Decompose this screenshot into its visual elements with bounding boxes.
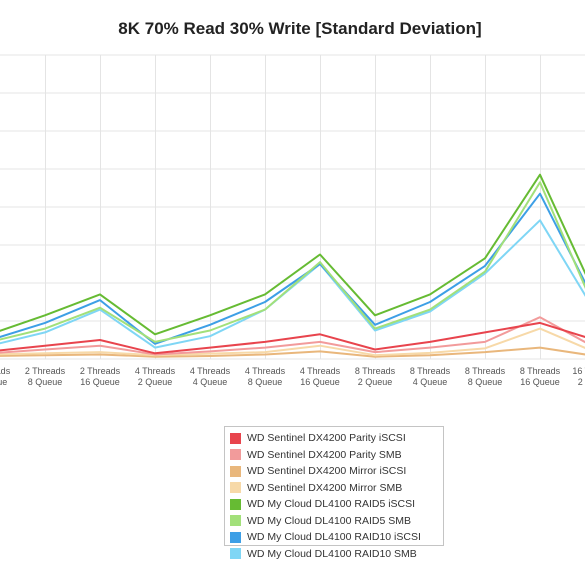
x-tick-label: 2 Threads 16 Queue	[80, 366, 121, 387]
legend-swatch	[230, 531, 241, 543]
legend-label: WD My Cloud DL4100 RAID5 SMB	[247, 514, 411, 527]
x-tick-label: 8 Threads 4 Queue	[410, 366, 451, 387]
x-tick-label: 4 Threads 2 Queue	[135, 366, 176, 387]
legend-item[interactable]: WD Sentinel DX4200 Mirror iSCSI	[230, 463, 438, 480]
legend-item[interactable]: WD Sentinel DX4200 Parity iSCSI	[230, 430, 438, 447]
series-line-wd-sentinel-dx4200-mirror-smb	[0, 327, 585, 357]
legend-label: WD Sentinel DX4200 Mirror iSCSI	[247, 465, 407, 478]
series-line-wd-sentinel-dx4200-parity-iscsi	[0, 321, 585, 355]
legend-item[interactable]: WD Sentinel DX4200 Mirror SMB	[230, 480, 438, 497]
series-line-wd-my-cloud-dl4100-raid5-smb	[0, 181, 585, 343]
legend-item[interactable]: WD My Cloud DL4100 RAID10 iSCSI	[230, 529, 438, 546]
legend-swatch	[230, 498, 241, 510]
x-tick-label: 4 Threads 4 Queue	[190, 366, 231, 387]
legend-swatch	[230, 449, 241, 461]
chart-title: 8K 70% Read 30% Write [Standard Deviatio…	[118, 19, 482, 38]
legend-label: WD My Cloud DL4100 RAID10 SMB	[247, 547, 417, 560]
x-tick-label: 8 Threads 2 Queue	[355, 366, 396, 387]
legend-label: WD Sentinel DX4200 Parity iSCSI	[247, 432, 406, 445]
x-tick-label: 4 Threads 8 Queue	[245, 366, 286, 387]
legend-item[interactable]: WD Sentinel DX4200 Parity SMB	[230, 447, 438, 464]
legend-swatch	[230, 465, 241, 477]
series-line-wd-my-cloud-dl4100-raid10-iscsi	[0, 192, 585, 345]
legend-swatch	[230, 548, 241, 560]
legend-swatch	[230, 515, 241, 527]
legend-item[interactable]: WD My Cloud DL4100 RAID5 SMB	[230, 513, 438, 530]
x-tick-label: 2 Threads 8 Queue	[25, 366, 66, 387]
x-tick-label: 8 Threads 8 Queue	[465, 366, 506, 387]
legend-label: WD My Cloud DL4100 RAID10 iSCSI	[247, 531, 421, 544]
series-lines	[0, 173, 585, 358]
legend-swatch	[230, 432, 241, 444]
legend-label: WD Sentinel DX4200 Mirror SMB	[247, 481, 403, 494]
series-line-wd-sentinel-dx4200-parity-smb	[0, 316, 585, 356]
legend-label: WD My Cloud DL4100 RAID5 iSCSI	[247, 498, 416, 511]
series-line-wd-my-cloud-dl4100-raid5-iscsi	[0, 173, 585, 336]
x-tick-label: 8 Threads 16 Queue	[520, 366, 561, 387]
series-line-wd-sentinel-dx4200-mirror-iscsi	[0, 346, 585, 358]
legend-swatch	[230, 482, 241, 494]
legend-item[interactable]: WD My Cloud DL4100 RAID5 iSCSI	[230, 496, 438, 513]
x-tick-label: 4 Threads 16 Queue	[300, 366, 341, 387]
legend-label: WD Sentinel DX4200 Parity SMB	[247, 448, 402, 461]
legend-item[interactable]: WD My Cloud DL4100 RAID10 SMB	[230, 546, 438, 563]
legend: WD Sentinel DX4200 Parity iSCSI WD Sentin…	[224, 426, 444, 560]
